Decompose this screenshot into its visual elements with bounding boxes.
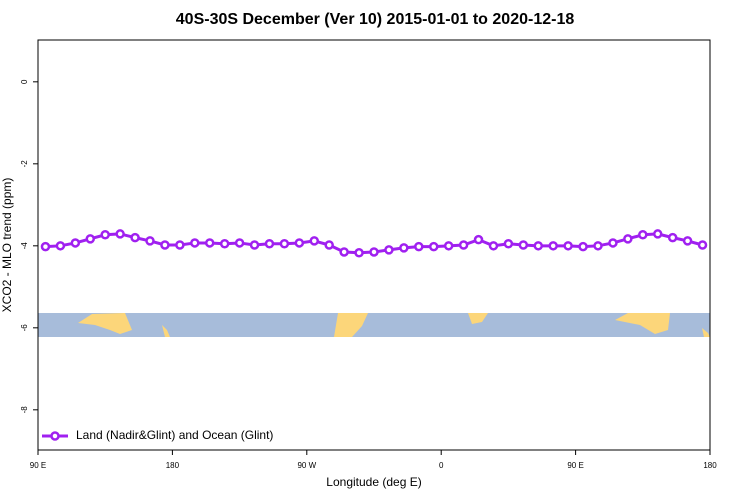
point xyxy=(623,234,633,244)
x-tick-label: 90 W xyxy=(297,461,316,470)
point xyxy=(369,247,379,257)
point xyxy=(339,247,349,257)
point xyxy=(160,240,170,250)
point xyxy=(518,240,529,250)
point xyxy=(593,241,603,251)
map-band xyxy=(38,313,710,337)
point xyxy=(324,240,334,250)
point xyxy=(638,230,648,240)
point xyxy=(443,241,454,251)
point xyxy=(204,238,215,248)
legend-label: Land (Nadir&Glint) and Ocean (Glint) xyxy=(76,428,273,442)
point xyxy=(578,241,588,252)
point xyxy=(548,241,558,251)
x-tick-label: 180 xyxy=(703,461,717,470)
point xyxy=(219,239,230,249)
y-tick-label: 0 xyxy=(20,79,29,84)
point xyxy=(249,240,260,250)
point xyxy=(279,239,290,249)
point xyxy=(115,229,125,239)
point xyxy=(488,241,499,251)
x-tick-label: 0 xyxy=(439,461,444,470)
point xyxy=(85,234,96,244)
point xyxy=(697,240,708,250)
point xyxy=(473,234,484,245)
y-axis-label: XCO2 - MLO trend (ppm) xyxy=(0,178,14,313)
point xyxy=(55,241,66,251)
point xyxy=(533,241,544,251)
point xyxy=(608,238,618,248)
point xyxy=(294,238,305,248)
point xyxy=(190,238,200,248)
point xyxy=(40,241,51,252)
point xyxy=(682,236,693,246)
x-tick-label: 90 E xyxy=(30,461,46,470)
x-tick-label: 180 xyxy=(166,461,180,470)
point xyxy=(100,230,110,240)
plot-frame xyxy=(37,39,711,451)
point xyxy=(264,239,275,249)
y-tick-label: -6 xyxy=(20,324,29,332)
point xyxy=(130,232,140,243)
point xyxy=(70,238,81,248)
point xyxy=(414,241,424,252)
point xyxy=(652,229,663,239)
point xyxy=(384,245,394,255)
y-tick-label: -2 xyxy=(20,160,29,168)
point xyxy=(563,241,573,251)
point xyxy=(667,232,678,243)
point xyxy=(309,236,320,246)
point xyxy=(428,241,439,252)
point xyxy=(145,236,155,246)
y-tick-label: -4 xyxy=(20,242,29,250)
y-tick-label: -8 xyxy=(20,406,29,414)
point xyxy=(399,243,409,253)
x-axis-label: Longitude (deg E) xyxy=(326,475,421,489)
chart-title: 40S-30S December (Ver 10) 2015-01-01 to … xyxy=(176,11,575,28)
point xyxy=(354,248,364,258)
point xyxy=(175,240,185,250)
point xyxy=(458,240,469,250)
point xyxy=(234,238,245,248)
x-tick-label: 90 E xyxy=(567,461,583,470)
legend-marker xyxy=(50,431,60,441)
point xyxy=(503,239,514,249)
